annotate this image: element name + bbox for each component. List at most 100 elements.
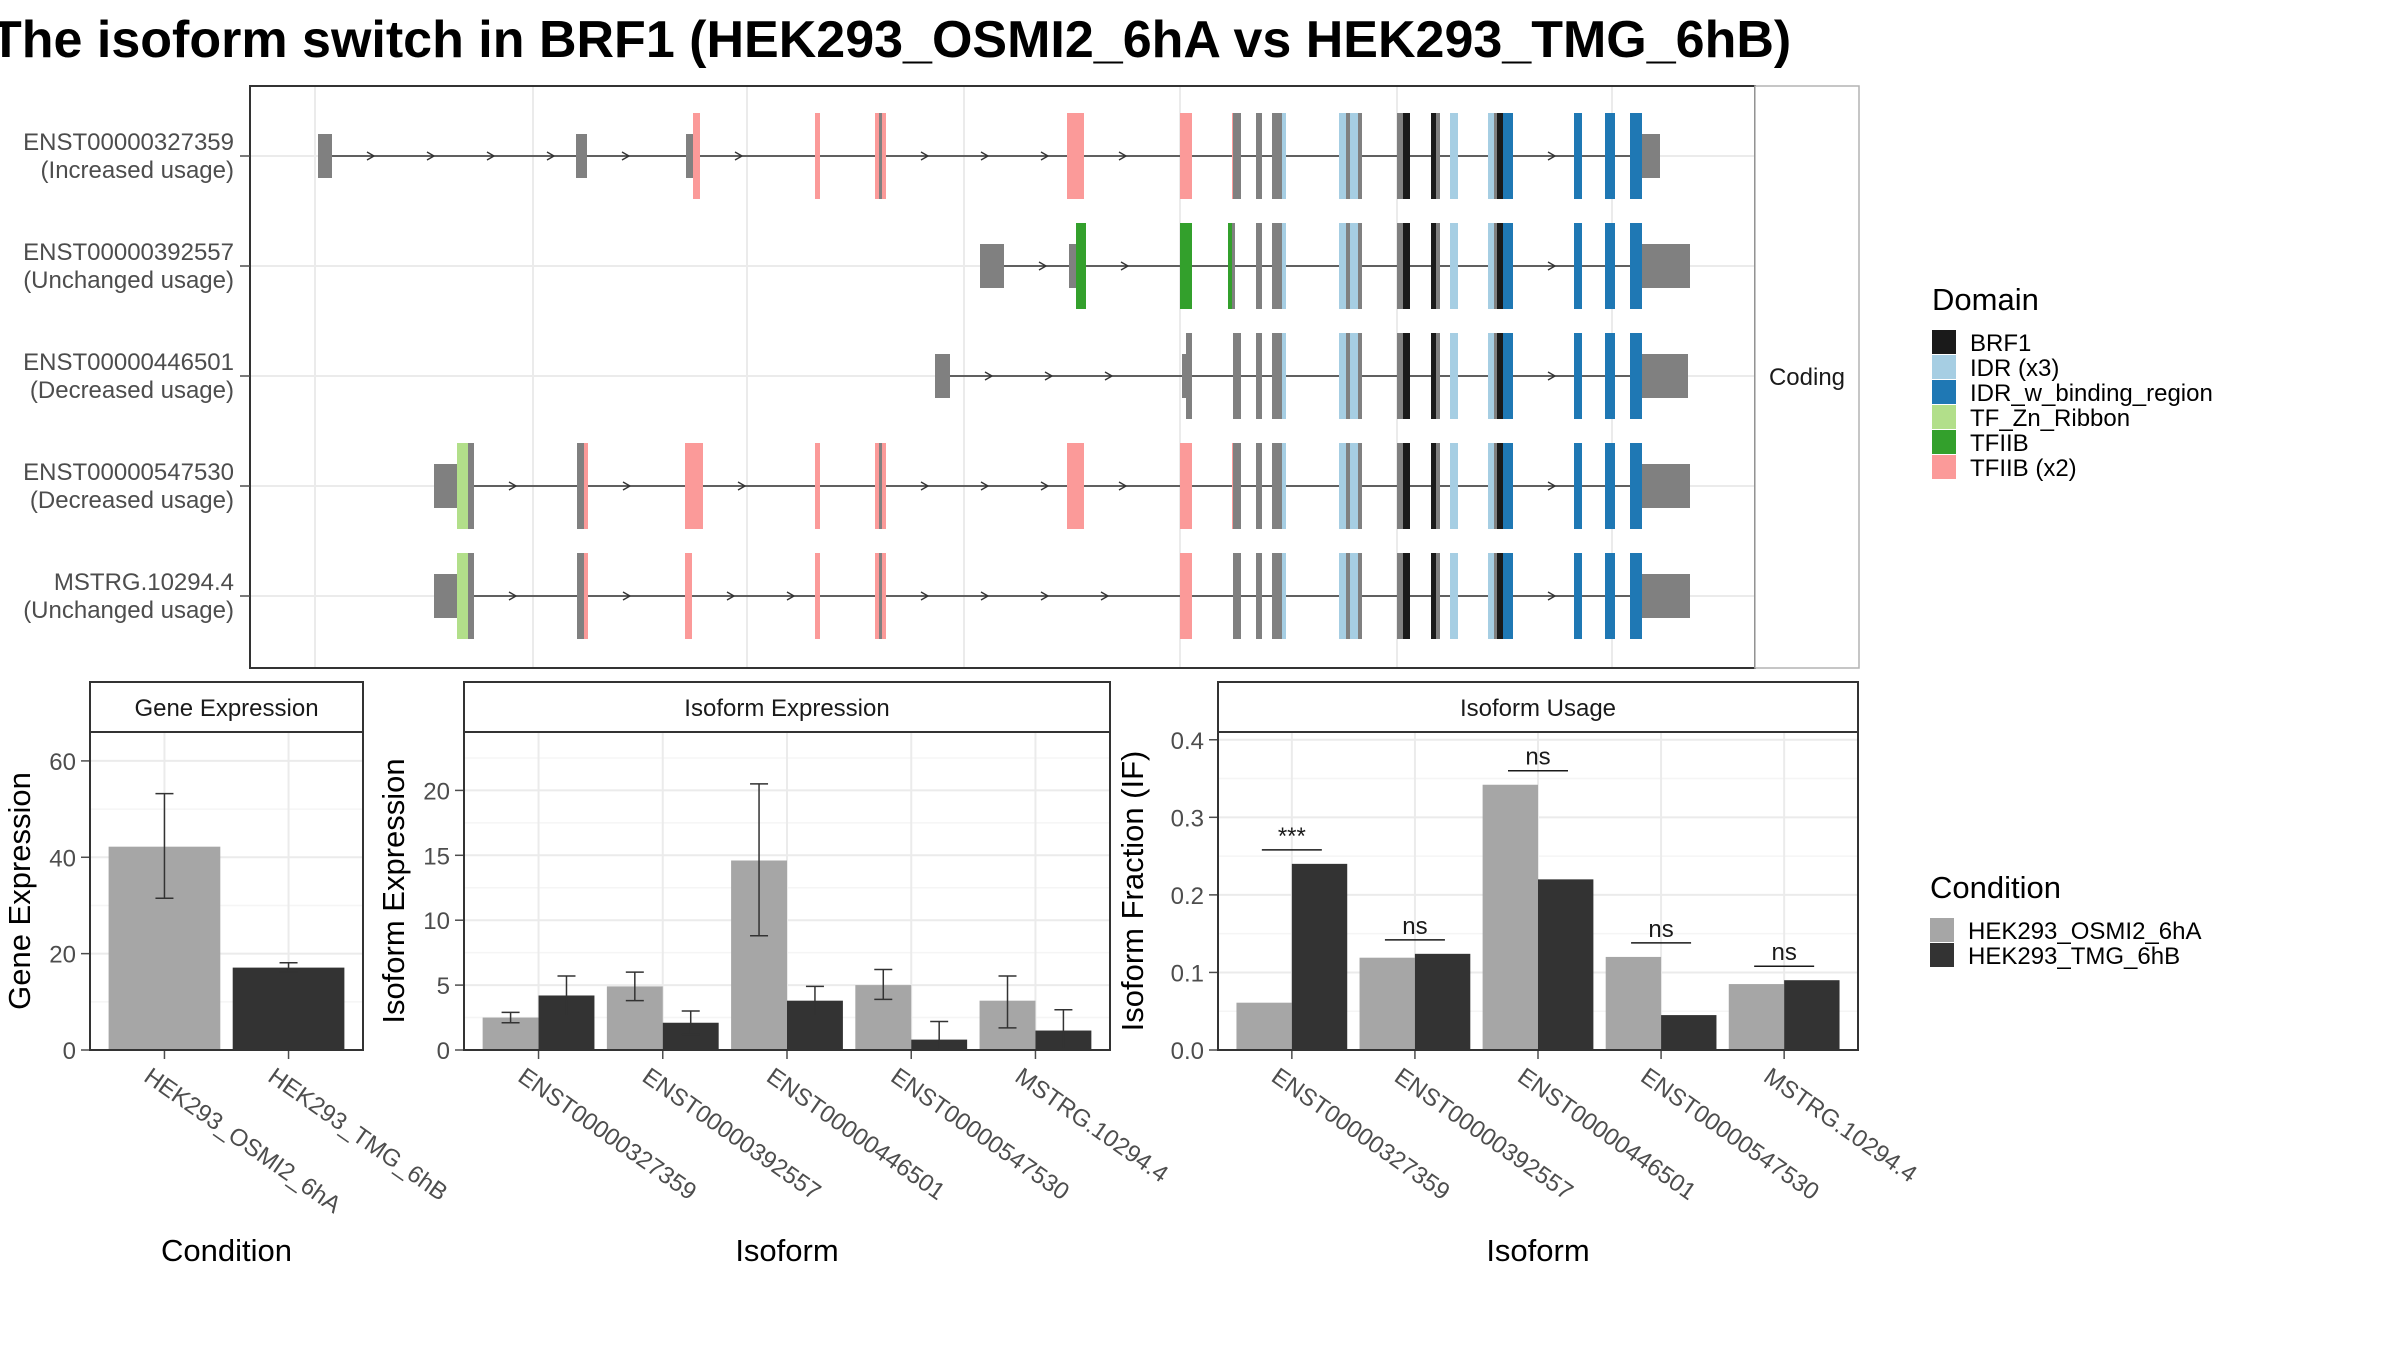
exon xyxy=(1232,223,1235,309)
y-tick-label: 20 xyxy=(49,942,76,969)
exon xyxy=(1605,333,1615,419)
exon xyxy=(1256,333,1262,419)
exon xyxy=(577,553,584,639)
exon xyxy=(1282,553,1286,639)
facet-strip-label: Isoform Usage xyxy=(1460,695,1616,722)
exon xyxy=(1605,113,1615,199)
strand-arrow xyxy=(1038,261,1048,271)
bar xyxy=(1661,1015,1717,1050)
strand-arrow xyxy=(508,591,518,601)
strand-arrow xyxy=(980,481,990,491)
exon xyxy=(1503,223,1513,309)
exon xyxy=(686,134,693,178)
y-tick-label: 0.4 xyxy=(1171,728,1204,755)
domain-legend-title: Domain xyxy=(1932,282,2039,317)
exon xyxy=(577,443,584,529)
domain-legend-key xyxy=(1932,380,1956,404)
strand-arrow xyxy=(980,591,990,601)
strand-arrow xyxy=(622,591,632,601)
bar xyxy=(1728,984,1785,1050)
exon xyxy=(1642,244,1690,288)
exon xyxy=(1497,553,1503,639)
exon xyxy=(1574,443,1582,529)
exon xyxy=(1272,223,1282,309)
transcript-usage-label: (Increased usage) xyxy=(41,157,234,184)
exon xyxy=(980,244,1004,288)
exon xyxy=(1574,113,1582,199)
exon xyxy=(1180,113,1192,199)
bar xyxy=(1482,784,1538,1050)
exon xyxy=(1497,443,1503,529)
domain-legend-label: TFIIB xyxy=(1970,430,2029,457)
exon xyxy=(882,113,886,199)
strand-arrow xyxy=(1547,261,1557,271)
strand-arrow xyxy=(1118,481,1128,491)
exon xyxy=(1233,333,1241,419)
exon xyxy=(1182,354,1186,398)
transcript-usage-label: (Decreased usage) xyxy=(30,487,234,514)
domain-legend-label: IDR_w_binding_region xyxy=(1970,380,2213,407)
exon xyxy=(1436,443,1440,529)
exon xyxy=(1488,223,1494,309)
domain-legend-label: TF_Zn_Ribbon xyxy=(1970,405,2130,432)
exon xyxy=(1497,333,1503,419)
exon xyxy=(882,443,886,529)
bar xyxy=(1291,863,1348,1050)
transcript-id-label: MSTRG.10294.4 xyxy=(54,569,234,596)
exon xyxy=(1350,443,1358,529)
exon xyxy=(815,443,820,529)
strand-arrow xyxy=(1104,371,1114,381)
transcript-usage-label: (Unchanged usage) xyxy=(23,267,234,294)
exon xyxy=(457,443,468,529)
exon xyxy=(1642,134,1660,178)
exon xyxy=(1436,223,1440,309)
condition-legend-title: Condition xyxy=(1930,870,2061,905)
bar xyxy=(232,967,345,1050)
exon xyxy=(1494,223,1497,309)
bar xyxy=(1784,980,1840,1050)
transcript-id-label: ENST00000446501 xyxy=(23,349,234,376)
exon xyxy=(935,354,950,398)
exon xyxy=(1431,333,1436,419)
exon xyxy=(1497,223,1503,309)
facet-strip xyxy=(1754,85,1860,669)
exon xyxy=(1272,443,1282,529)
y-tick-label: 15 xyxy=(423,843,450,870)
exon xyxy=(875,553,879,639)
exon xyxy=(1605,223,1615,309)
exon xyxy=(468,553,474,639)
strand-arrow xyxy=(508,481,518,491)
exon xyxy=(815,553,820,639)
exon xyxy=(1228,223,1232,309)
exon xyxy=(1503,333,1513,419)
transcript-id-label: ENST00000547530 xyxy=(23,459,234,486)
y-tick-label: 0.2 xyxy=(1171,883,1204,910)
exon xyxy=(1256,553,1262,639)
exon xyxy=(1256,113,1262,199)
exon xyxy=(1403,333,1410,419)
strand-arrow xyxy=(486,151,496,161)
exon xyxy=(1450,113,1458,199)
exon xyxy=(1256,223,1262,309)
exon xyxy=(1574,333,1582,419)
exon xyxy=(468,443,474,529)
exon xyxy=(1358,113,1362,199)
exon xyxy=(1431,113,1436,199)
strand-arrow xyxy=(984,371,994,381)
exon xyxy=(1339,553,1346,639)
facet-strip xyxy=(1217,681,1859,733)
exon xyxy=(1067,443,1084,529)
strand-arrow xyxy=(622,481,632,491)
facet-strip-label: Coding xyxy=(1769,364,1845,391)
exon xyxy=(318,134,332,178)
condition-legend-key xyxy=(1930,943,1954,967)
exon xyxy=(1436,333,1440,419)
significance-label: ns xyxy=(1525,744,1550,771)
condition-legend-label: HEK293_OSMI2_6hA xyxy=(1968,918,2201,945)
transcript-structure-panel: Coding ENST00000327359(Increased usage) EN… xyxy=(23,85,1860,669)
exon xyxy=(1574,223,1582,309)
exon xyxy=(815,113,820,199)
exon xyxy=(875,113,879,199)
exon xyxy=(1431,553,1436,639)
